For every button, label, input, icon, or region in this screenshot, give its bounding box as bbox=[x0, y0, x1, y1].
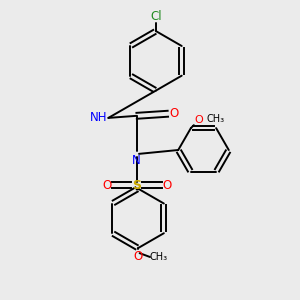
Text: O: O bbox=[194, 115, 203, 124]
Text: O: O bbox=[134, 250, 143, 262]
Text: Cl: Cl bbox=[150, 10, 162, 23]
Text: O: O bbox=[169, 107, 178, 120]
Text: O: O bbox=[102, 178, 112, 192]
Text: S: S bbox=[132, 178, 141, 192]
Text: N: N bbox=[132, 154, 141, 167]
Text: NH: NH bbox=[90, 111, 108, 124]
Text: O: O bbox=[163, 178, 172, 192]
Text: CH₃: CH₃ bbox=[150, 252, 168, 262]
Text: CH₃: CH₃ bbox=[206, 114, 224, 124]
